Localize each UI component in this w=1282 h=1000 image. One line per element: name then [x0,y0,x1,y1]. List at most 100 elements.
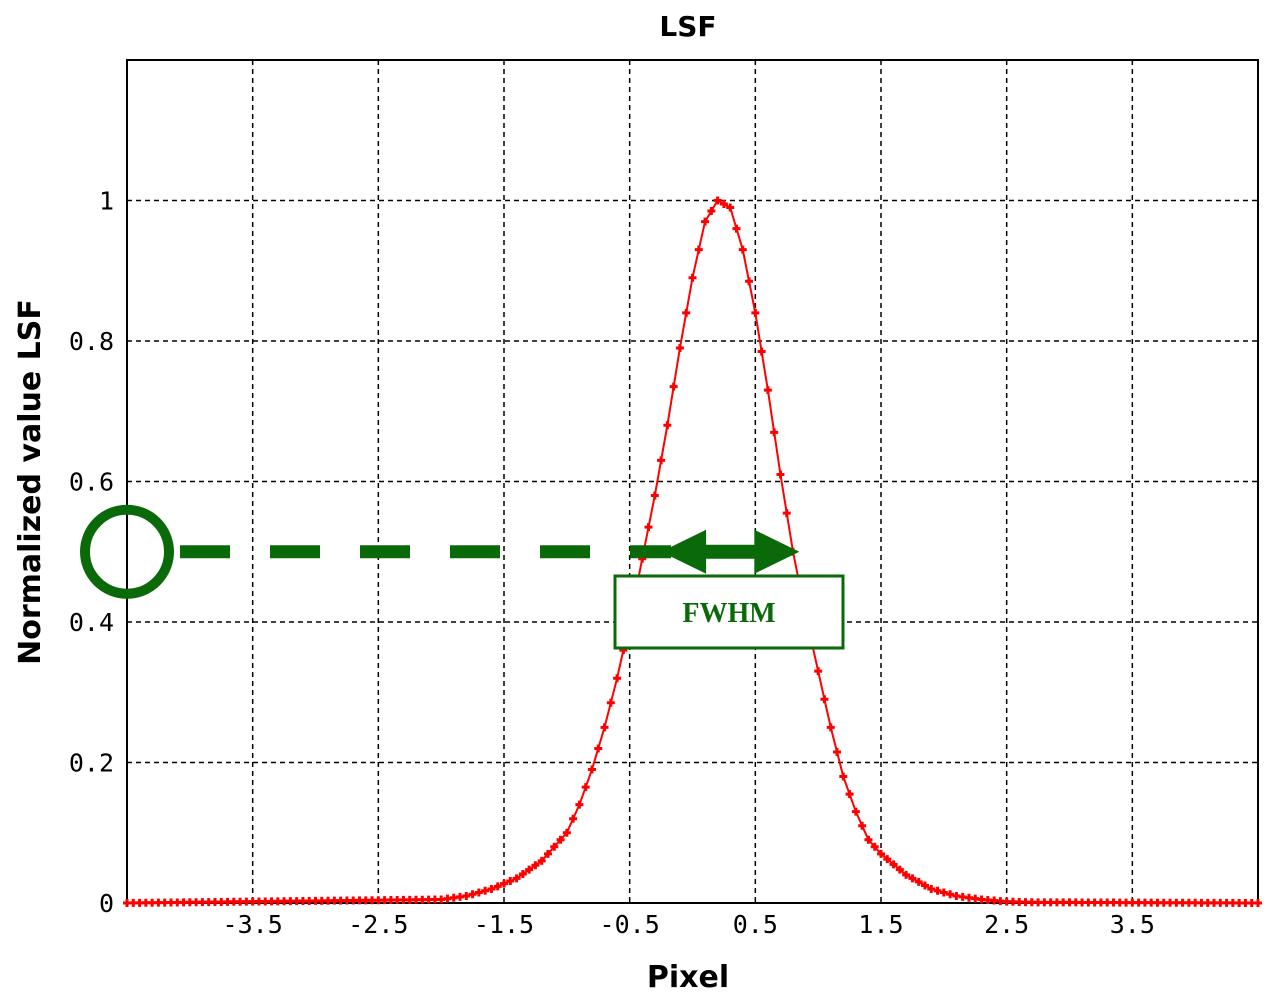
series-marker [562,828,571,837]
series-marker [506,877,515,886]
x-tick-label: 1.5 [858,910,903,939]
series-marker [895,865,904,874]
series-marker [719,200,728,209]
y-tick-label: 0.4 [69,608,114,637]
series-marker [883,855,892,864]
series-marker [581,783,590,792]
series-marker [732,224,741,233]
series-marker [920,881,929,890]
y-tick-label: 0.6 [69,468,114,497]
fwhm-label-box [613,574,845,650]
series-marker [556,835,565,844]
series-marker [600,723,609,732]
series-marker [613,674,622,683]
series-marker [726,203,735,212]
series-marker [531,861,540,870]
series-marker [650,491,659,500]
series-marker [512,874,521,883]
series-marker [864,835,873,844]
series-marker [776,470,785,479]
y-tick-label: 0 [99,889,114,918]
chart-title: LSF [659,10,716,43]
series-marker [657,456,666,465]
series-marker [946,890,955,899]
series-marker [525,865,534,874]
series-marker [701,217,710,226]
series-marker [1254,899,1262,907]
series-marker [745,277,754,286]
series-marker [713,196,722,205]
x-tick-label: -3.5 [223,910,283,939]
series-marker [669,382,678,391]
series-marker [908,874,917,883]
series-marker [688,273,697,282]
series-marker [914,877,923,886]
series-marker [939,888,948,897]
series-marker [543,849,552,858]
series-marker [820,695,829,704]
series-marker [481,886,490,895]
fwhm-arrow-head-right [754,529,800,574]
series-marker [738,245,747,254]
series-marker [770,428,779,437]
series-marker [594,744,603,753]
y-axis-label: Normalized value LSF [13,299,48,665]
series-marker [826,723,835,732]
series-marker [851,807,860,816]
series-marker [675,344,684,353]
lsf-series [123,196,1262,907]
x-axis-ticks: -3.5 -2.5 -1.5 -0.5 0.5 1.5 2.5 3.5 [223,910,1155,939]
grid-lines [127,60,1258,903]
series-marker [487,884,496,893]
series-marker [663,421,672,430]
x-tick-label: 3.5 [1110,910,1155,939]
series-marker [927,884,936,893]
series-marker [474,888,483,897]
series-marker [933,886,942,895]
fwhm-arrow-head-left [661,529,707,574]
series-marker [839,772,848,781]
series-marker [493,882,502,891]
series-marker [587,765,596,774]
x-tick-label: -1.5 [474,910,534,939]
x-tick-label: 2.5 [984,910,1029,939]
series-marker [462,891,471,900]
x-tick-label: -0.5 [600,910,660,939]
series-marker [500,879,508,888]
fwhm-annotation: FWHM [80,504,845,650]
half-max-marker-circle [80,504,174,599]
y-tick-label: 0.2 [69,749,114,778]
fwhm-label: FWHM [682,598,775,629]
series-marker [468,890,477,899]
x-axis-label: Pixel [647,960,729,995]
series-marker [518,870,527,879]
series-marker [814,667,823,676]
series-marker [902,870,911,879]
series-marker [569,814,578,823]
series-marker [877,849,885,858]
y-axis-ticks: 0 0.2 0.4 0.6 0.8 1 [69,187,114,919]
series-marker [782,509,791,518]
series-marker [858,821,867,830]
plot-area-frame [126,59,1259,904]
series-marker [833,747,842,756]
x-tick-label: 0.5 [733,910,778,939]
y-tick-label: 1 [99,187,114,216]
series-marker [537,856,546,865]
series-marker [763,386,772,395]
series-marker [707,207,716,216]
series-marker [845,790,854,799]
x-tick-label: -2.5 [348,910,408,939]
series-marker [550,842,559,851]
series-marker [751,308,760,317]
series-marker [644,523,653,532]
series-marker [606,698,615,707]
series-marker [682,308,691,317]
series-marker [575,800,584,809]
series-marker [889,860,898,869]
y-tick-label: 0.8 [69,327,114,356]
series-marker [870,842,879,851]
series-marker [757,347,766,356]
series-marker [694,245,703,254]
